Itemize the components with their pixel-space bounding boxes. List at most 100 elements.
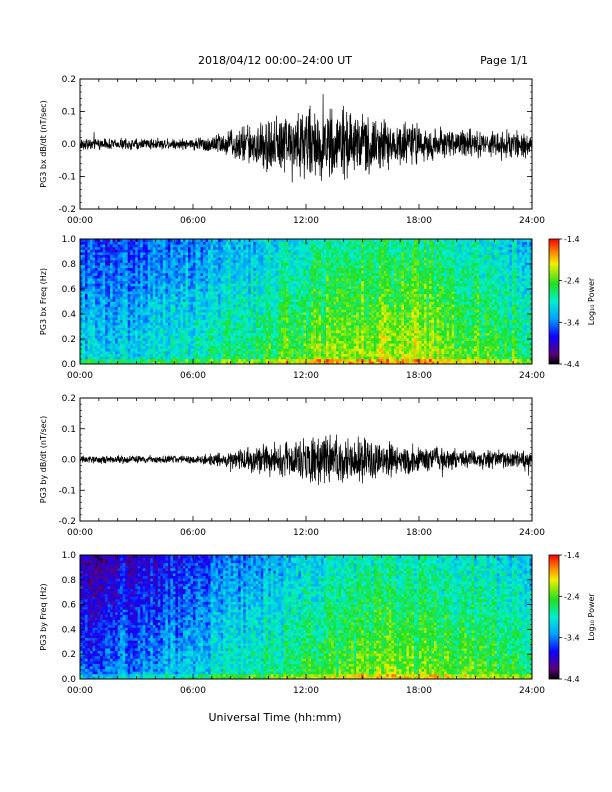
spectrogram-cell	[187, 262, 191, 266]
spectrogram-cell	[308, 246, 312, 250]
spectrogram-cell	[215, 356, 219, 360]
spectrogram-cell	[115, 350, 119, 354]
spectrogram-cell	[177, 301, 181, 305]
spectrogram-cell	[308, 291, 312, 295]
spectrogram-cell	[90, 280, 93, 284]
spectrogram-cell	[263, 348, 267, 352]
spectrogram-cell	[321, 361, 324, 365]
spectrogram-cell	[223, 270, 227, 274]
spectrogram-cell	[306, 306, 309, 310]
spectrogram-cell	[105, 278, 109, 282]
spectrogram-cell	[203, 343, 206, 347]
spectrogram-cell	[273, 361, 277, 365]
spectrogram-cell	[137, 278, 141, 282]
spectrogram-cell	[316, 345, 319, 349]
spectrogram-cell	[313, 330, 317, 334]
spectrogram-cell	[290, 330, 294, 334]
spectrogram-cell	[316, 317, 319, 321]
spectrogram-cell	[92, 267, 96, 271]
spectrogram-cell	[132, 249, 136, 253]
spectrogram-cell	[165, 257, 169, 261]
spectrogram-cell	[275, 272, 279, 276]
spectrogram-cell	[150, 262, 154, 266]
spectrogram-cell	[195, 288, 199, 292]
spectrogram-cell	[182, 288, 186, 292]
spectrogram-cell	[328, 259, 332, 263]
spectrogram-cell	[167, 340, 171, 344]
spectrogram-cell	[140, 311, 144, 315]
spectrogram-cell	[205, 332, 209, 336]
spectrogram-cell	[298, 343, 302, 347]
spectrogram-cell	[97, 309, 101, 313]
spectrogram-cell	[303, 285, 307, 289]
spectrogram-cell	[243, 288, 247, 292]
spectrogram-cell	[167, 311, 171, 315]
spectrogram-cell	[110, 288, 114, 292]
spectrogram-cell	[205, 350, 209, 354]
spectrogram-cell	[107, 350, 111, 354]
spectrogram-cell	[306, 361, 309, 365]
spectrogram-cell	[185, 244, 189, 248]
spectrogram-cell	[260, 311, 264, 315]
spectrogram-cell	[115, 291, 119, 295]
spectrogram-cell	[210, 241, 214, 245]
spectrogram-cell	[278, 259, 282, 263]
spectrogram-cell	[208, 311, 211, 315]
spectrogram-cell	[213, 267, 216, 271]
spectrogram-cell	[273, 296, 277, 300]
spectrogram-cell	[132, 244, 136, 248]
spectrogram-cell	[318, 330, 322, 334]
spectrogram-cell	[213, 337, 216, 341]
spectrogram-cell	[255, 249, 259, 253]
spectrogram-cell	[263, 343, 267, 347]
spectrogram-cell	[248, 249, 252, 253]
spectrogram-cell	[253, 335, 257, 339]
spectrogram-cell	[127, 330, 131, 334]
spectrogram-cell	[321, 311, 324, 315]
spectrogram-cell	[303, 324, 307, 328]
spectrogram-cell	[220, 314, 224, 318]
spectrogram-cell	[278, 239, 282, 242]
spectrogram-cell	[220, 293, 224, 297]
spectrogram-cell	[230, 296, 234, 300]
spectrogram-cell	[203, 301, 206, 305]
spectrogram-cell	[193, 353, 196, 357]
spectrogram-cell	[170, 348, 174, 352]
spectrogram-cell	[135, 322, 139, 326]
spectrogram-cell	[198, 285, 201, 289]
spectrogram-cell	[152, 314, 156, 318]
spectrogram-cell	[100, 252, 103, 256]
spectrogram-cell	[311, 296, 314, 300]
spectrogram-cell	[273, 324, 277, 328]
spectrogram-cell	[240, 272, 244, 276]
spectrogram-cell	[160, 298, 164, 302]
spectrogram-cell	[321, 265, 324, 269]
spectrogram-cell	[220, 350, 224, 354]
spectrogram-cell	[230, 259, 234, 263]
spectrogram-cell	[170, 283, 174, 287]
spectrogram-cell	[80, 301, 83, 305]
spectrogram-cell	[172, 254, 176, 258]
spectrogram-cell	[326, 361, 329, 365]
spectrogram-cell	[333, 361, 337, 365]
spectrogram-cell	[333, 348, 337, 352]
spectrogram-cell	[182, 257, 186, 261]
spectrogram-cell	[182, 267, 186, 271]
spectrogram-cell	[326, 340, 329, 344]
spectrogram-cell	[80, 337, 83, 341]
spectrogram-cell	[300, 304, 304, 308]
spectrogram-cell	[270, 361, 274, 365]
spectrogram-cell	[323, 283, 327, 287]
spectrogram-cell	[313, 340, 317, 344]
spectrogram-cell	[117, 283, 121, 287]
spectrogram-cell	[288, 291, 292, 295]
spectrogram-cell	[127, 350, 131, 354]
spectrogram-cell	[87, 348, 91, 352]
spectrogram-cell	[263, 285, 267, 289]
spectrogram-cell	[248, 291, 252, 295]
spectrogram-cell	[223, 306, 227, 310]
spectrogram-cell	[333, 301, 337, 305]
spectrogram-cell	[290, 343, 294, 347]
spectrogram-cell	[248, 350, 252, 354]
spectrogram-cell	[250, 288, 254, 292]
